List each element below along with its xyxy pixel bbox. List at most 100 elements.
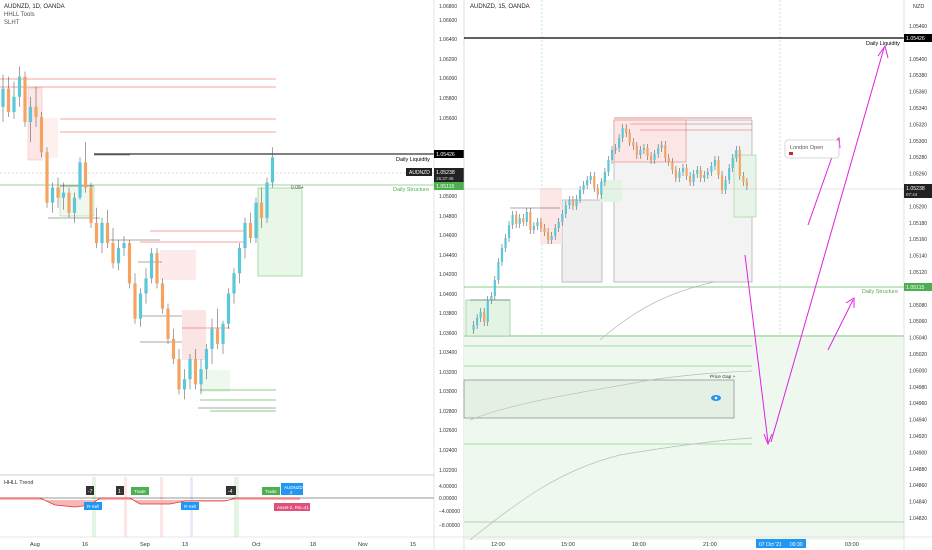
candle bbox=[94, 222, 99, 244]
last-price-tag bbox=[434, 168, 464, 182]
summary-badge[interactable] bbox=[274, 503, 310, 511]
price-tick: 1.03600 bbox=[439, 331, 457, 337]
candle bbox=[738, 150, 741, 176]
candle bbox=[653, 154, 656, 160]
price-tick: 1.04200 bbox=[439, 272, 457, 278]
left-time-axis[interactable]: Aug 16 Sep 13 Oct 18 Nov 15 bbox=[0, 536, 464, 548]
candle bbox=[78, 162, 82, 198]
candle bbox=[507, 225, 511, 238]
candle bbox=[111, 243, 115, 264]
candle bbox=[116, 248, 121, 264]
price-tick: 1.05380 bbox=[909, 73, 927, 79]
candle bbox=[210, 328, 214, 349]
candle bbox=[639, 150, 642, 155]
price-tick: 1.02200 bbox=[439, 468, 457, 474]
liquidity-price-tag bbox=[904, 34, 932, 42]
price-tick: 1.04800 bbox=[439, 214, 457, 220]
price-tick: 1.04920 bbox=[909, 434, 927, 440]
arrowhead-icon bbox=[845, 297, 855, 308]
marker-badge[interactable] bbox=[226, 486, 236, 495]
oscillator-pane[interactable]: HHLL Trend -7 1 -4 Trade Trade R-Sell R-… bbox=[0, 474, 460, 537]
candle bbox=[628, 133, 631, 142]
candle bbox=[490, 296, 493, 300]
rsell-badge[interactable] bbox=[84, 502, 102, 510]
candle bbox=[706, 172, 709, 175]
trade-badge[interactable] bbox=[131, 487, 149, 495]
candle bbox=[621, 128, 624, 138]
candle bbox=[1, 88, 5, 107]
candle bbox=[23, 76, 27, 122]
indicator-label: HHLL Tools bbox=[4, 12, 35, 18]
pair-text: AUDNZD bbox=[284, 485, 303, 490]
candle bbox=[745, 182, 748, 186]
candle bbox=[649, 156, 653, 160]
time-tick: 03:00 bbox=[845, 542, 859, 548]
candle bbox=[728, 168, 731, 180]
candle bbox=[45, 152, 49, 203]
pair-badge[interactable] bbox=[281, 483, 303, 495]
price-tick: 1.05020 bbox=[909, 352, 927, 358]
candle bbox=[557, 222, 560, 228]
right-price-axis[interactable]: NZD 1.05460 1.05400 1.05380 1.05360 1.05340 1… bbox=[903, 0, 932, 550]
time-tick: Oct bbox=[252, 542, 261, 548]
price-tick: 1.05140 bbox=[909, 254, 927, 260]
candle bbox=[618, 138, 621, 148]
candle bbox=[532, 226, 535, 230]
candle bbox=[243, 222, 247, 249]
candle bbox=[149, 253, 154, 279]
marker-text: -7 bbox=[88, 489, 93, 495]
candle bbox=[39, 116, 44, 153]
candle bbox=[536, 222, 539, 226]
candle bbox=[632, 142, 635, 146]
marker-text: 1 bbox=[118, 489, 121, 495]
candle bbox=[681, 168, 685, 172]
candle bbox=[166, 308, 170, 339]
trade-badge[interactable] bbox=[262, 487, 280, 495]
price-tick: 1.05260 bbox=[909, 172, 927, 178]
time-tick: 12:00 bbox=[491, 542, 505, 548]
pair-num-text: 2 bbox=[290, 490, 293, 495]
liquidity-label: Daily Liquidity bbox=[396, 157, 430, 163]
price-tick: 1.05800 bbox=[439, 96, 457, 102]
time-tick: 18:00 bbox=[632, 542, 646, 548]
candle bbox=[83, 162, 88, 188]
left-price-axis[interactable]: 1.06800 1.06600 1.06400 1.06200 1.06000 1.058… bbox=[406, 0, 464, 550]
candle bbox=[12, 96, 16, 112]
marker-badge[interactable] bbox=[116, 486, 124, 495]
candle bbox=[664, 145, 667, 158]
candle bbox=[589, 176, 592, 180]
supply-zone bbox=[182, 310, 206, 360]
candle bbox=[67, 192, 71, 213]
price-tick: 1.03000 bbox=[439, 389, 457, 395]
price-tick: 1.04900 bbox=[909, 450, 927, 456]
supply-zone bbox=[540, 188, 562, 244]
gap-label: Price Gap + bbox=[710, 374, 736, 380]
candle bbox=[522, 218, 525, 222]
price-tick: 1.05320 bbox=[909, 122, 927, 128]
candle bbox=[259, 202, 264, 218]
rsell-badge[interactable] bbox=[181, 502, 199, 510]
supply-zone bbox=[160, 250, 196, 280]
candle bbox=[204, 348, 209, 370]
right-time-axis[interactable]: 12:00 15:00 18:00 21:00 07 Oct '21 00:30… bbox=[464, 536, 932, 548]
structure-zone bbox=[561, 199, 603, 283]
price-tick: 1.05120 bbox=[909, 270, 927, 276]
price-tick: 1.05060 bbox=[909, 319, 927, 325]
price-tick: 1.05000 bbox=[909, 368, 927, 374]
right-chart[interactable]: Price Gap + bbox=[463, 0, 932, 550]
candle bbox=[497, 262, 500, 280]
supply-zone bbox=[613, 119, 687, 163]
london-open-label[interactable] bbox=[784, 139, 840, 159]
time-cursor-text: 07 Oct '21 bbox=[759, 542, 782, 548]
candle bbox=[529, 212, 532, 230]
indicator-label: SLHT bbox=[4, 20, 20, 26]
candle bbox=[554, 228, 557, 236]
trend-histogram bbox=[0, 498, 300, 507]
candle bbox=[237, 248, 242, 274]
structure-label: Daily Structure bbox=[393, 187, 429, 193]
left-chart[interactable]: Daily Liquidity Daily Structure 0.08+ bbox=[0, 66, 434, 412]
marker-badge[interactable] bbox=[86, 486, 94, 495]
time-tick: Aug bbox=[30, 542, 40, 548]
daily-demand-zone bbox=[464, 335, 904, 540]
